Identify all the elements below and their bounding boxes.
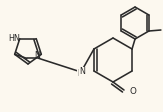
Text: H: H — [8, 34, 14, 43]
Text: N: N — [79, 67, 85, 76]
Text: N: N — [13, 34, 19, 43]
Text: H: H — [77, 69, 83, 78]
Text: N: N — [34, 51, 40, 60]
Text: O: O — [129, 86, 136, 96]
